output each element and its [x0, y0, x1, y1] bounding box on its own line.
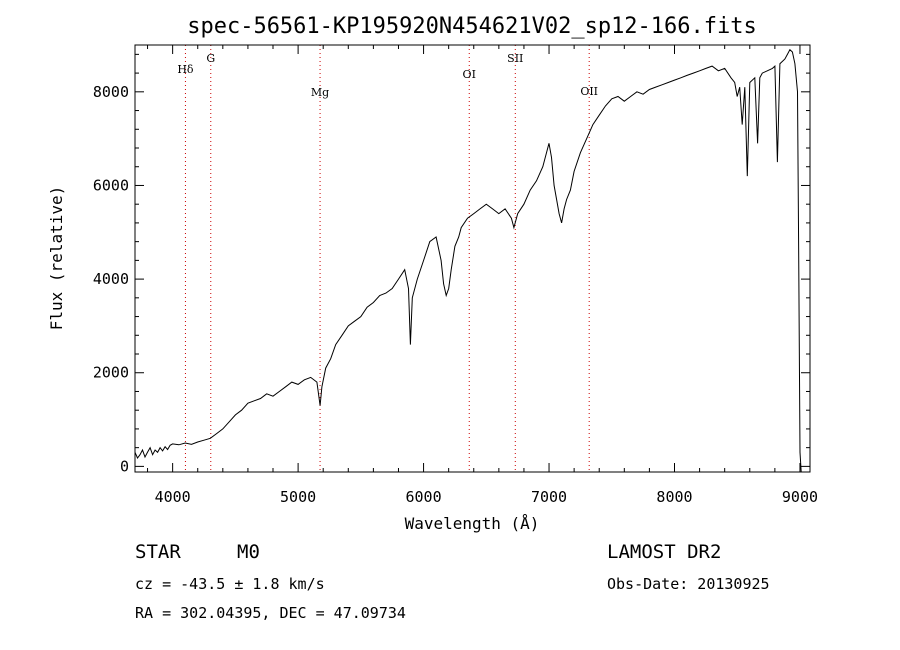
x-tick-label: 5000: [280, 488, 316, 506]
plot-frame: [134, 44, 811, 473]
spectral-line-label: Mg: [311, 86, 329, 99]
observation-date: Obs-Date: 20130925: [607, 575, 770, 593]
spectral-line-markers: Hδ G Mg OI SII OII: [177, 45, 598, 472]
y-axis-label: Flux (relative): [47, 186, 66, 331]
coordinates-text: RA = 302.04395, DEC = 47.09734: [135, 604, 406, 622]
x-tick-label: 6000: [406, 488, 442, 506]
chart-title: spec-56561-KP195920N454621V02_sp12-166.f…: [187, 14, 757, 39]
spectrum-series-line: [134, 48, 802, 473]
y-tick-label: 8000: [93, 83, 129, 101]
spectral-line-label: OII: [580, 85, 598, 98]
x-axis-label: Wavelength (Å): [405, 514, 540, 533]
object-subclass-label: M0: [237, 541, 260, 563]
y-tick-label: 4000: [93, 270, 129, 288]
y-tick-label: 6000: [93, 176, 129, 194]
redshift-text: cz = -43.5 ± 1.8 km/s: [135, 575, 325, 593]
x-tick-label: 7000: [531, 488, 567, 506]
x-tick-label: 8000: [656, 488, 692, 506]
y-tick-label: 2000: [93, 364, 129, 382]
x-tick-label: 9000: [782, 488, 818, 506]
spectral-line-label: G: [206, 52, 215, 65]
spectral-line-label: SII: [507, 52, 523, 65]
y-tick-label: 0: [120, 457, 129, 475]
x-tick-label: 4000: [155, 488, 191, 506]
object-class-label: STAR: [135, 541, 181, 563]
spectral-line-label: Hδ: [177, 63, 194, 76]
axis-ticks: 4000 5000 6000 7000 8000 9000 0 2000 4000 6000 800…: [93, 45, 818, 506]
spectral-line-label: OI: [463, 68, 476, 81]
survey-label: LAMOST DR2: [607, 541, 722, 563]
